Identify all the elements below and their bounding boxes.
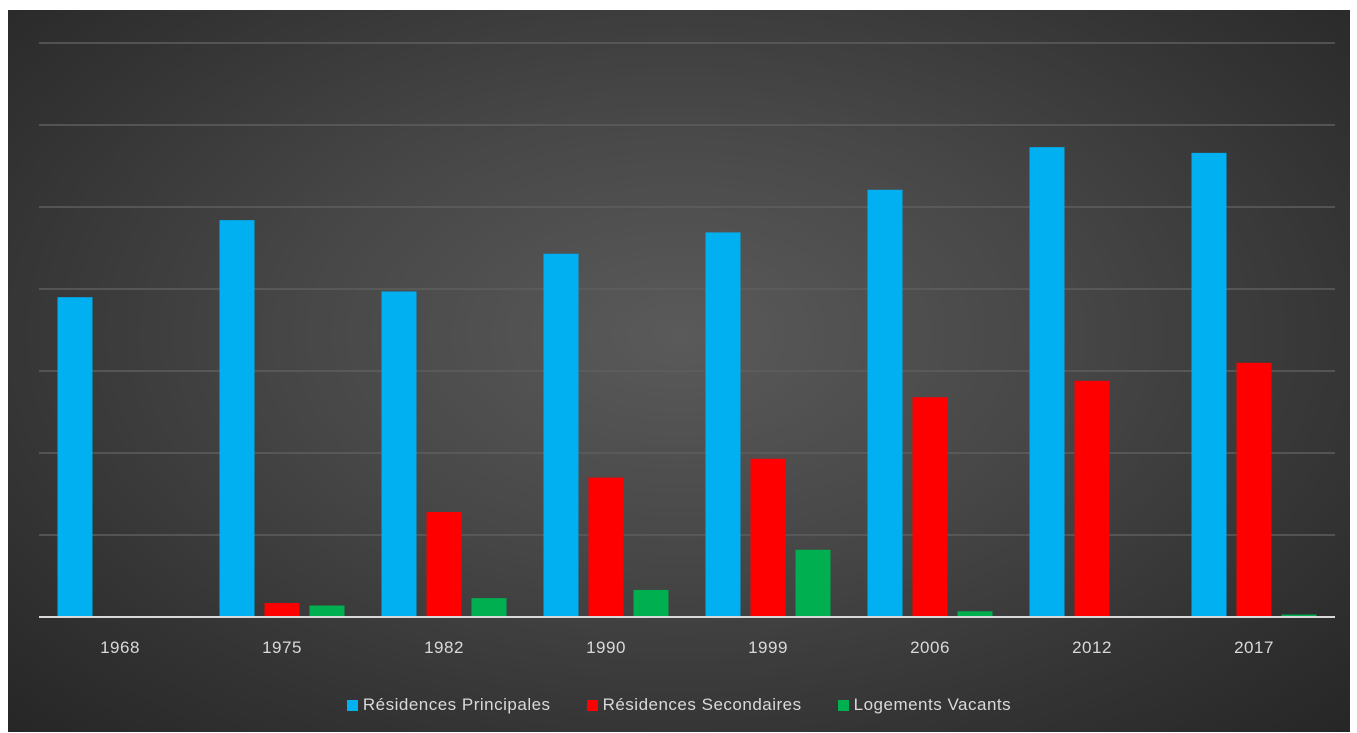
bar-résidences-principales-1990 bbox=[543, 253, 579, 618]
chart-area: 1968 1975 1982 1990 1999 2006 2012 2017 Résiden… bbox=[8, 10, 1350, 732]
bar-résidences-secondaires-2012 bbox=[1074, 380, 1110, 617]
x-tick-label: 2012 bbox=[1072, 638, 1112, 657]
legend-swatch bbox=[346, 699, 358, 711]
legend-label: Logements Vacants bbox=[853, 695, 1012, 714]
bar-logements-vacants-1982 bbox=[471, 598, 507, 617]
bar-résidences-principales-1975 bbox=[219, 220, 255, 617]
legend-swatch bbox=[837, 699, 849, 711]
bar-résidences-principales-1982 bbox=[381, 291, 417, 617]
bar-logements-vacants-2006 bbox=[957, 611, 993, 617]
bar-résidences-principales-1968 bbox=[57, 297, 93, 617]
bar-résidences-principales-2012 bbox=[1029, 147, 1065, 617]
bar-résidences-secondaires-1990 bbox=[588, 477, 624, 617]
bar-logements-vacants-2017 bbox=[1281, 614, 1317, 617]
bar-résidences-secondaires-2006 bbox=[912, 397, 948, 617]
bar-résidences-principales-2017 bbox=[1191, 152, 1227, 617]
bar-résidences-secondaires-1982 bbox=[426, 512, 462, 617]
bar-résidences-principales-1999 bbox=[705, 232, 741, 618]
bar-chart: 1968 1975 1982 1990 1999 2006 2012 2017 bbox=[39, 42, 1335, 657]
bar-logements-vacants-1999 bbox=[795, 549, 831, 617]
x-tick-label: 1982 bbox=[424, 638, 464, 657]
x-tick-label: 2006 bbox=[910, 638, 950, 657]
bar-résidences-principales-2006 bbox=[867, 189, 903, 617]
bar-logements-vacants-1975 bbox=[309, 605, 345, 617]
x-tick-label: 1990 bbox=[586, 638, 626, 657]
x-tick-label: 1968 bbox=[100, 638, 140, 657]
legend-label: Résidences Principales bbox=[362, 695, 551, 714]
bar-résidences-secondaires-1975 bbox=[264, 603, 300, 617]
legend: Résidences Principales Résidences Seconda… bbox=[8, 690, 1350, 720]
legend-item: Résidences Secondaires bbox=[586, 695, 802, 715]
legend-item: Résidences Principales bbox=[346, 695, 551, 715]
x-tick-label: 2017 bbox=[1234, 638, 1274, 657]
bar-résidences-secondaires-1999 bbox=[750, 458, 786, 617]
bar-résidences-secondaires-2017 bbox=[1236, 362, 1272, 617]
x-tick-label: 1975 bbox=[262, 638, 302, 657]
x-tick-label: 1999 bbox=[748, 638, 788, 657]
bar-logements-vacants-1990 bbox=[633, 589, 669, 617]
legend-item: Logements Vacants bbox=[837, 695, 1012, 715]
legend-swatch bbox=[586, 699, 598, 711]
legend-label: Résidences Secondaires bbox=[602, 695, 802, 714]
